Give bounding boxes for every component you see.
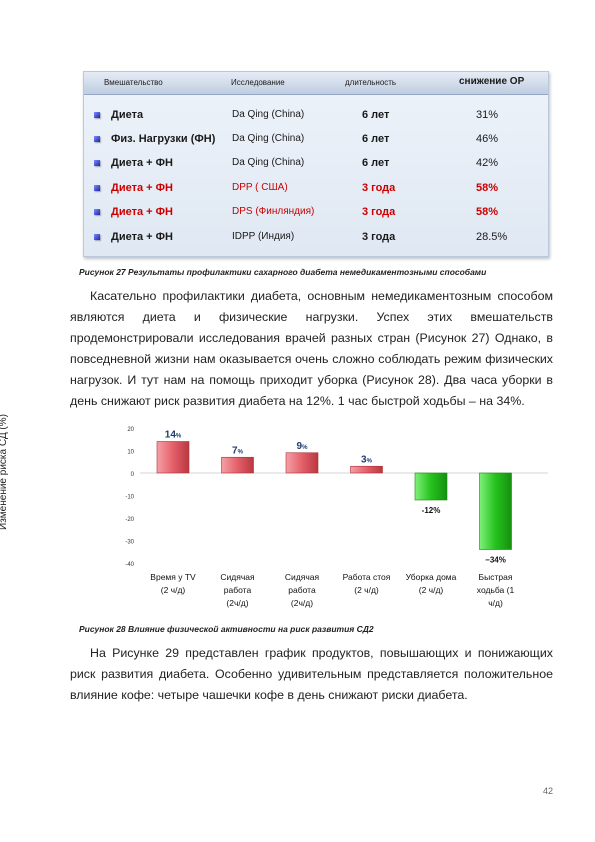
bullet-icon xyxy=(94,136,100,142)
paragraph-2: На Рисунке 29 представлен график продукт… xyxy=(70,643,553,706)
table-row: Диета + ФН Da Qing (China) 6 лет 42% xyxy=(84,154,548,174)
data-label: 3% xyxy=(361,454,373,465)
bullet-icon xyxy=(94,209,100,215)
cell-reduction: 58% xyxy=(476,206,499,218)
cell-intervention: Диета + ФН xyxy=(111,157,173,169)
x-category-label: (2 ч/д) xyxy=(354,585,379,595)
paragraph-1: Касательно профилактики диабета, основны… xyxy=(70,286,553,412)
bar xyxy=(350,465,383,474)
data-label: 7% xyxy=(232,445,244,456)
header-reduction: снижение ОР xyxy=(459,76,525,87)
cell-duration: 6 лет xyxy=(362,109,390,121)
x-category-label: (2ч/д) xyxy=(291,598,313,608)
table-row: Диета + ФН DPS (Финляндия) 3 года 58% xyxy=(84,203,548,223)
y-tick-label: 0 xyxy=(131,472,135,478)
bullet-icon xyxy=(94,234,100,240)
data-label: 14% xyxy=(165,430,182,441)
cell-study: DPS (Финляндия) xyxy=(232,206,315,217)
x-category-label: работа xyxy=(224,585,252,595)
cell-reduction: 42% xyxy=(476,157,499,169)
x-category-label: Работа стоя xyxy=(343,572,391,582)
paragraph-2-text: На Рисунке 29 представлен график продукт… xyxy=(70,646,553,702)
x-category-label: (2ч/д) xyxy=(226,598,248,608)
cell-study: IDPP (Индия) xyxy=(232,231,295,242)
header-intervention: Вмешательство xyxy=(104,78,163,87)
data-label: −34% xyxy=(485,556,506,565)
bullet-icon xyxy=(94,160,100,166)
cell-intervention: Диета + ФН xyxy=(111,206,173,218)
y-tick-label: -40 xyxy=(125,562,134,568)
y-tick-label: -10 xyxy=(125,495,134,501)
x-category-label: работа xyxy=(288,585,316,595)
x-category-label: (2 ч/д) xyxy=(161,585,186,595)
activity-risk-chart: 20 10 0 -10 -20 -30 -40 14% Время у TV (2 ч/д) 7% С… xyxy=(78,420,558,620)
cell-reduction: 46% xyxy=(476,133,499,145)
page-number: 42 xyxy=(543,786,554,796)
cell-study: Da Qing (China) xyxy=(232,133,305,144)
cell-intervention: Физ. Нагрузки (ФН) xyxy=(111,133,216,145)
bullet-icon xyxy=(94,185,100,191)
figure-27-caption: Рисунок 27 Результаты профилактики сахар… xyxy=(79,267,487,277)
figure-28-caption: Рисунок 28 Влияние физической активности… xyxy=(79,624,374,634)
x-category-label: Уборка дома xyxy=(406,572,457,582)
y-tick-label: -30 xyxy=(125,540,134,546)
cell-study: Da Qing (China) xyxy=(232,157,305,168)
bar xyxy=(479,472,512,550)
cell-reduction: 31% xyxy=(476,109,499,121)
cell-intervention: Диета + ФН xyxy=(111,182,173,194)
table-header: Вмешательство Исследование длительность … xyxy=(84,72,548,95)
header-duration: длительность xyxy=(345,78,397,87)
data-label: 9% xyxy=(297,441,309,452)
table-row: Физ. Нагрузки (ФН) Da Qing (China) 6 лет 46… xyxy=(84,130,548,150)
x-category-label: Сидячая xyxy=(285,572,320,582)
x-category-label: Время у TV xyxy=(150,572,196,582)
x-category-label: ходьба (1 xyxy=(477,585,515,595)
cell-study: Da Qing (China) xyxy=(232,109,305,120)
x-category-label: ч/д) xyxy=(488,598,503,608)
cell-duration: 6 лет xyxy=(362,157,390,169)
cell-duration: 3 года xyxy=(362,206,396,218)
table-row: Диета + ФН IDPP (Индия) 3 года 28.5% xyxy=(84,228,548,248)
cell-duration: 6 лет xyxy=(362,133,390,145)
paragraph-1-text: Касательно профилактики диабета, основны… xyxy=(70,289,553,408)
cell-intervention: Диета xyxy=(111,109,144,121)
y-tick-label: 20 xyxy=(127,427,134,433)
chart-svg: 20 10 0 -10 -20 -30 -40 14% Время у TV (2 ч/д) 7% С… xyxy=(125,427,548,608)
x-category-label: Быстрая xyxy=(479,572,513,582)
chart-y-axis-label: Изменение риска СД (%) xyxy=(0,414,9,530)
y-tick-label: -20 xyxy=(125,517,134,523)
cell-reduction: 28.5% xyxy=(476,231,508,243)
x-category-label: (2 ч/д) xyxy=(419,585,444,595)
cell-reduction: 58% xyxy=(476,182,499,194)
table-row: Диета + ФН DPP ( США) 3 года 58% xyxy=(84,179,548,199)
cell-duration: 3 года xyxy=(362,182,396,194)
bar xyxy=(156,441,190,474)
x-category-label: Сидячая xyxy=(220,572,255,582)
bar xyxy=(285,452,319,474)
results-table-figure: Вмешательство Исследование длительность … xyxy=(83,71,549,257)
cell-intervention: Диета + ФН xyxy=(111,231,173,243)
cell-study: DPP ( США) xyxy=(232,182,288,193)
bar xyxy=(221,456,254,474)
data-label: -12% xyxy=(422,506,441,515)
table-row: Диета Da Qing (China) 6 лет 31% xyxy=(84,106,548,126)
bar xyxy=(414,472,448,501)
header-study: Исследование xyxy=(231,78,285,87)
y-tick-label: 10 xyxy=(127,450,134,456)
cell-duration: 3 года xyxy=(362,231,396,243)
bullet-icon xyxy=(94,112,100,118)
